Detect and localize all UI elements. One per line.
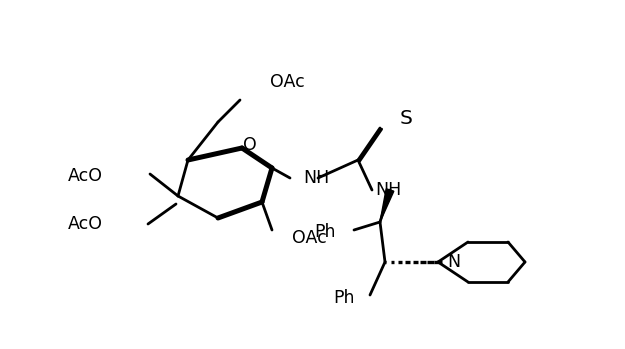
Text: NH: NH xyxy=(303,169,329,187)
Text: Ph: Ph xyxy=(334,289,355,307)
Text: O: O xyxy=(243,136,257,154)
Text: Ph: Ph xyxy=(314,223,336,241)
Text: S: S xyxy=(400,109,413,127)
Text: AcO: AcO xyxy=(68,215,103,233)
Polygon shape xyxy=(380,189,394,222)
Text: AcO: AcO xyxy=(68,167,103,185)
Text: N: N xyxy=(447,253,460,271)
Text: OAc: OAc xyxy=(270,73,305,91)
Text: NH: NH xyxy=(375,181,401,199)
Text: OAc: OAc xyxy=(292,229,327,247)
